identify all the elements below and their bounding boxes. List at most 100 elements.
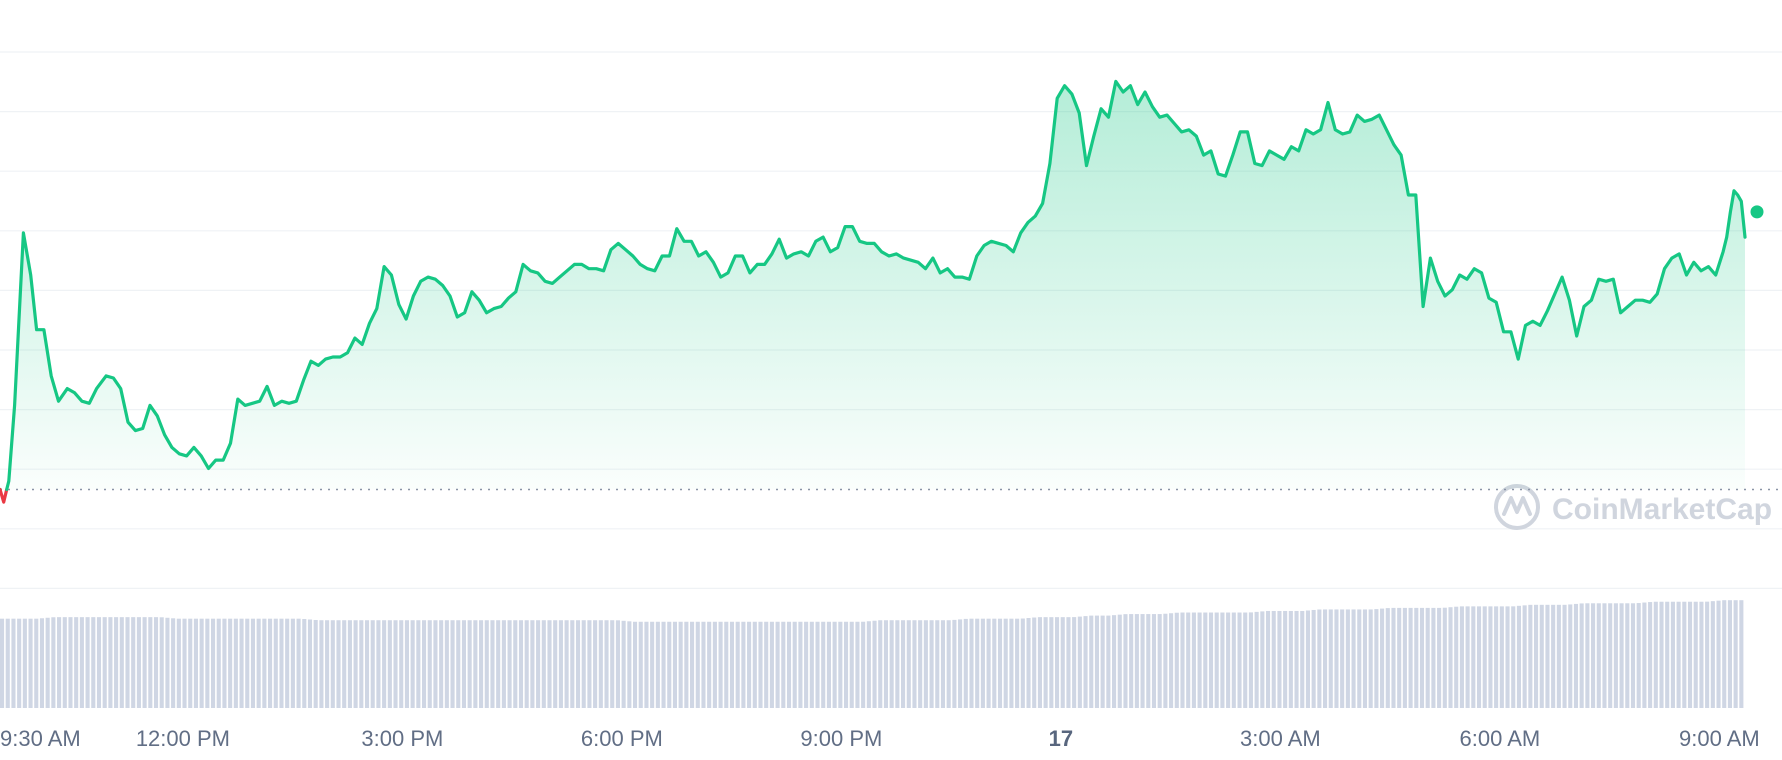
volume-bar bbox=[490, 620, 495, 708]
volume-bar bbox=[918, 620, 923, 708]
volume-bar bbox=[769, 621, 774, 708]
volume-bar bbox=[1294, 610, 1299, 708]
volume-bar bbox=[1140, 614, 1145, 708]
volume-bar bbox=[1499, 606, 1504, 708]
volume-bar bbox=[644, 621, 649, 708]
volume-bar bbox=[222, 618, 227, 708]
volume-bar bbox=[1625, 603, 1630, 708]
volume-bar bbox=[1334, 609, 1339, 708]
volume-bar bbox=[1226, 612, 1231, 708]
volume-bar bbox=[935, 620, 940, 708]
volume-bar bbox=[1380, 608, 1385, 708]
volume-bar bbox=[1522, 605, 1527, 708]
volume-bar bbox=[575, 620, 581, 708]
volume-bar bbox=[929, 620, 934, 708]
volume-bar bbox=[330, 620, 335, 708]
volume-bar bbox=[1682, 601, 1687, 708]
volume-bar bbox=[724, 621, 729, 708]
volume-bar bbox=[1163, 613, 1168, 708]
volume-bar bbox=[1670, 601, 1675, 708]
volume-bar bbox=[838, 621, 843, 708]
volume-bar bbox=[57, 617, 62, 708]
volume-bar bbox=[1049, 617, 1054, 708]
volume-bar bbox=[34, 618, 39, 708]
volume-bar bbox=[22, 618, 27, 708]
volume-bar bbox=[1573, 603, 1579, 708]
volume-bar bbox=[570, 620, 575, 708]
volume-bar bbox=[1693, 601, 1698, 708]
volume-bar bbox=[1659, 601, 1664, 708]
volume-bar bbox=[68, 617, 73, 708]
x-tick-label: 17 bbox=[1049, 726, 1073, 751]
volume-bar bbox=[1739, 600, 1744, 708]
volume-bar bbox=[798, 621, 803, 708]
volume-bar bbox=[279, 618, 284, 708]
volume-bar bbox=[809, 621, 814, 708]
volume-bar bbox=[1459, 606, 1464, 708]
volume-bar bbox=[878, 620, 883, 708]
x-tick-label: 9:00 PM bbox=[800, 726, 882, 751]
volume-bar bbox=[1174, 612, 1179, 708]
price-line-down bbox=[0, 487, 9, 504]
volume-bar bbox=[1237, 612, 1242, 708]
volume-bar bbox=[1494, 606, 1499, 708]
volume-bar bbox=[307, 619, 313, 708]
volume-bar bbox=[627, 621, 632, 708]
volume-bar bbox=[153, 617, 159, 708]
volume-bar bbox=[74, 617, 79, 708]
volume-bar bbox=[228, 618, 233, 708]
volume-bar bbox=[171, 618, 176, 708]
volume-bar bbox=[148, 617, 153, 708]
volume-bar bbox=[1419, 607, 1425, 708]
volume-bar bbox=[39, 618, 45, 708]
volume-bar bbox=[359, 620, 364, 708]
volume-bar bbox=[975, 618, 980, 708]
volume-bar bbox=[256, 618, 261, 708]
volume-bar bbox=[1534, 604, 1539, 708]
volume-bar bbox=[661, 621, 666, 708]
volume-bar bbox=[461, 620, 467, 708]
volume-bar bbox=[1015, 618, 1020, 708]
volume-bar bbox=[1488, 606, 1493, 708]
volume-bar bbox=[866, 621, 871, 708]
volume-bar bbox=[1505, 606, 1510, 708]
volume-bar bbox=[992, 618, 997, 708]
volume-bar bbox=[1328, 609, 1333, 708]
volume-bar bbox=[547, 620, 552, 708]
volume-bar bbox=[159, 617, 164, 708]
volume-bar bbox=[1551, 604, 1556, 708]
volume-bar bbox=[91, 617, 96, 708]
volume-bar bbox=[1602, 603, 1607, 708]
volume-bar bbox=[1733, 600, 1738, 708]
volume-bar bbox=[1665, 601, 1670, 708]
volume-bar bbox=[650, 621, 655, 708]
volume-bar bbox=[336, 620, 341, 708]
current-price-dot bbox=[1750, 205, 1764, 219]
volume-bar bbox=[1089, 615, 1094, 708]
volume-bar bbox=[1066, 617, 1071, 708]
volume-bar bbox=[108, 617, 113, 708]
x-tick-label: 12:00 PM bbox=[136, 726, 230, 751]
volume-bar bbox=[1072, 617, 1077, 708]
coinmarketcap-logo-icon bbox=[1494, 484, 1540, 530]
volume-bar bbox=[895, 620, 900, 708]
volume-bar bbox=[1003, 618, 1008, 708]
volume-bar bbox=[1613, 603, 1618, 708]
volume-bar bbox=[638, 621, 643, 708]
volume-bar bbox=[1608, 603, 1613, 708]
x-tick-label: 9:00 AM bbox=[1679, 726, 1760, 751]
volume-bar bbox=[1094, 615, 1099, 708]
volume-bar bbox=[952, 619, 957, 708]
volume-bar bbox=[290, 618, 295, 708]
volume-bar bbox=[1106, 615, 1111, 708]
volume-bar bbox=[439, 620, 444, 708]
volume-bar bbox=[1351, 609, 1356, 708]
volume-bar bbox=[621, 620, 626, 708]
volume-bar bbox=[1727, 600, 1732, 708]
volume-bar bbox=[587, 620, 592, 708]
x-tick-label: 3:00 PM bbox=[361, 726, 443, 751]
volume-bar bbox=[79, 617, 84, 708]
volume-bar bbox=[883, 620, 889, 708]
